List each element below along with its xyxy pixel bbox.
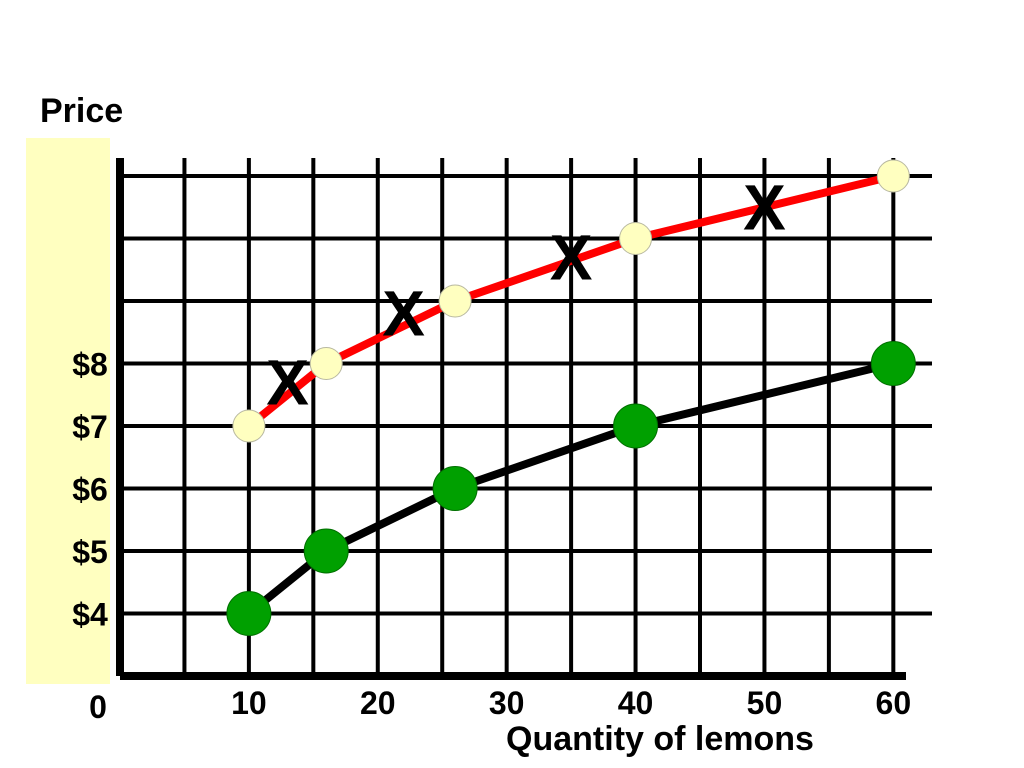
data-point [232, 409, 266, 443]
y-tick-label: $7 [72, 409, 108, 445]
data-point [613, 403, 659, 449]
annotation-x: X [550, 221, 593, 293]
axes [116, 158, 906, 680]
tick-labels: 10 20 30 40 50 60 $4 $5 $6 $7 $8 [72, 347, 911, 722]
y-axis-label: Price [40, 92, 123, 130]
y-tick-label: $4 [72, 597, 108, 633]
y-tick-label: $5 [72, 534, 108, 570]
series [226, 159, 916, 636]
x-axis-label: Quantity of lemons [506, 720, 814, 758]
data-point [303, 528, 349, 574]
annotation-x: X [382, 278, 425, 350]
data-point [619, 222, 653, 255]
x-tick-label: 20 [360, 685, 396, 721]
x-tick-label: 50 [747, 685, 783, 721]
annotations: X X X X [266, 171, 786, 418]
x-tick-label: 30 [489, 685, 525, 721]
data-point [226, 591, 272, 636]
x-tick-label: 40 [618, 685, 654, 721]
x-tick-label: 10 [231, 685, 267, 721]
origin-label: 0 [89, 689, 107, 725]
y-tick-label: $8 [72, 347, 108, 383]
y-tick-label: $6 [72, 472, 108, 508]
data-point [876, 159, 910, 193]
data-point [438, 284, 472, 318]
annotation-x: X [266, 346, 309, 418]
data-point [309, 347, 343, 380]
price-axis-highlight [26, 138, 110, 684]
x-tick-label: 60 [876, 685, 912, 721]
data-point [870, 341, 916, 386]
annotation-x: X [743, 171, 786, 243]
data-point [432, 466, 478, 511]
